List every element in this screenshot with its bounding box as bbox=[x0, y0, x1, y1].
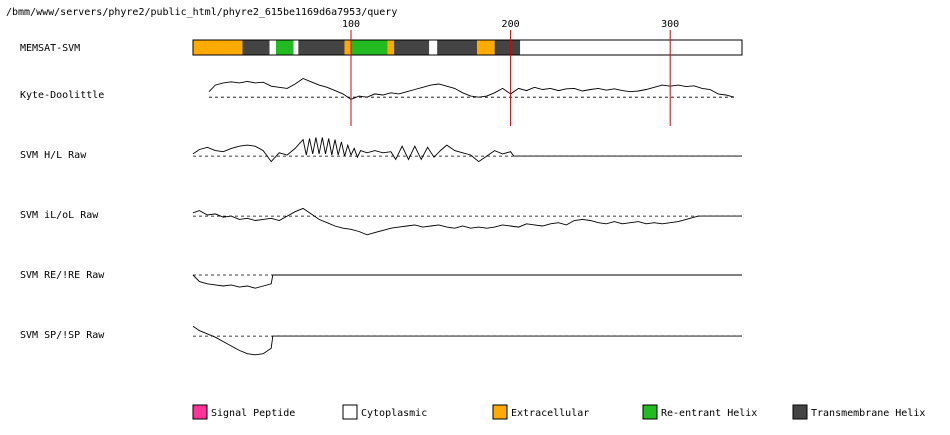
tick-label-300: 300 bbox=[661, 19, 679, 30]
topology-segment-reentrant bbox=[350, 40, 388, 55]
position-markers bbox=[350, 30, 671, 126]
legend-label-reentrant-helix: Re-entrant Helix bbox=[661, 408, 757, 419]
tick-label-100: 100 bbox=[342, 19, 360, 30]
svm-sp-line bbox=[192, 325, 742, 356]
topology-segment-extracellular bbox=[193, 40, 243, 55]
legend-swatch-signal-peptide bbox=[192, 404, 208, 420]
legend-swatch-cytoplasmic bbox=[342, 404, 358, 420]
topology-segment-transmembrane bbox=[394, 40, 430, 55]
legend: Signal Peptide Cytoplasmic Extracellular… bbox=[192, 404, 925, 420]
topology-track-label: MEMSAT-SVM bbox=[20, 43, 80, 54]
legend-swatch-extracellular bbox=[492, 404, 508, 420]
svm-hl-label: SVM H/L Raw bbox=[20, 150, 87, 161]
topology-segment-extracellular bbox=[387, 40, 395, 55]
file-path-label: /bmm/www/servers/phyre2/public_html/phyr… bbox=[6, 7, 397, 18]
kyte-doolittle-label: Kyte-Doolittle bbox=[20, 90, 104, 101]
legend-swatch-reentrant-helix bbox=[642, 404, 658, 420]
svm-il-ol-line bbox=[192, 207, 742, 236]
topology-segment-extracellular bbox=[477, 40, 495, 55]
topology-segment-extracellular bbox=[344, 40, 351, 55]
topology-segment-reentrant bbox=[275, 40, 294, 55]
legend-label-cytoplasmic: Cytoplasmic bbox=[361, 408, 427, 419]
topology-track-frame bbox=[192, 39, 743, 56]
topology-segment-cytoplasmic bbox=[520, 40, 742, 55]
topology-segment-cytoplasmic bbox=[429, 40, 438, 55]
legend-label-transmembrane-helix: Transmembrane Helix bbox=[811, 408, 925, 419]
kyte-doolittle-line bbox=[208, 77, 735, 100]
svm-sp-label: SVM SP/!SP Raw bbox=[20, 330, 105, 341]
topology-segment-transmembrane bbox=[437, 40, 478, 55]
tick-label-200: 200 bbox=[502, 19, 520, 30]
tick-labels: 100 200 300 bbox=[342, 19, 679, 30]
profile-plots bbox=[192, 77, 742, 356]
svm-re-line bbox=[192, 274, 742, 289]
svm-hl-line bbox=[192, 137, 742, 163]
topology-track bbox=[192, 39, 743, 56]
topology-segment-transmembrane bbox=[494, 40, 521, 55]
topology-segment-transmembrane bbox=[242, 40, 270, 55]
legend-label-signal-peptide: Signal Peptide bbox=[211, 408, 295, 419]
topology-segment-transmembrane bbox=[298, 40, 345, 55]
legend-label-extracellular: Extracellular bbox=[511, 408, 589, 419]
topology-segment-cytoplasmic bbox=[293, 40, 299, 55]
svm-il-ol-label: SVM iL/oL Raw bbox=[20, 210, 99, 221]
svm-re-label: SVM RE/!RE Raw bbox=[20, 270, 105, 281]
topology-segment-cytoplasmic bbox=[269, 40, 276, 55]
legend-swatch-transmembrane-helix bbox=[792, 404, 808, 420]
